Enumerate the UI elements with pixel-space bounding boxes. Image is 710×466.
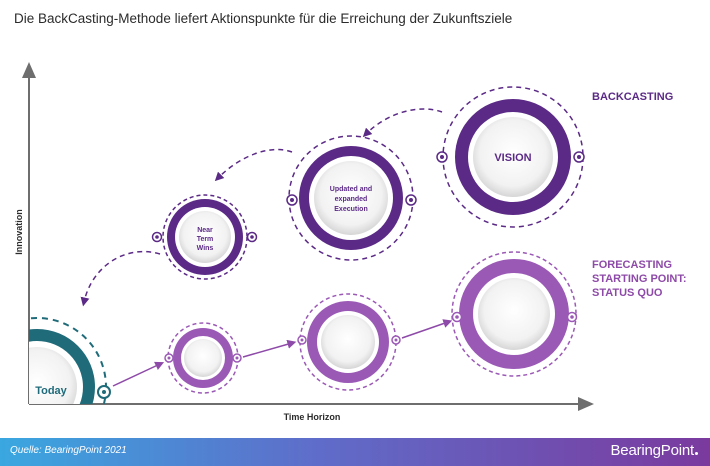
forecast-node-2-left-connector-icon xyxy=(297,335,307,345)
page-title: Die BackCasting-Methode liefert Aktionsp… xyxy=(14,11,513,26)
forecast-node-2-right-connector-icon xyxy=(391,335,401,345)
y-axis-arrow-icon xyxy=(22,62,36,78)
x-axis-arrow-icon xyxy=(578,397,594,411)
near-term-wins-node xyxy=(162,194,248,280)
forecasting-label-line3: STATUS QUO xyxy=(592,287,663,299)
forecast-node-3 xyxy=(451,251,577,377)
near-term-wins-label-line1: Near xyxy=(197,227,213,234)
brand-name: BearingPoint xyxy=(610,442,695,459)
vision-node xyxy=(442,86,584,228)
backcast-arrow-updated-to-near-term xyxy=(214,148,293,182)
source-note: Quelle: BearingPoint 2021 xyxy=(10,445,127,456)
backcasting-label: BACKCASTING xyxy=(592,91,673,103)
today-node xyxy=(29,317,107,404)
updated-execution-label-line3: Execution xyxy=(334,206,367,213)
forecasting-label-line2: STARTING POINT: xyxy=(592,273,687,285)
footer-bar: Quelle: BearingPoint 2021 BearingPoint xyxy=(0,438,710,466)
vision-right-connector-icon xyxy=(573,151,585,163)
brand-logo: BearingPoint xyxy=(610,442,698,459)
near-term-wins-label-line3: Wins xyxy=(197,245,214,252)
backcasting-diagram: Innovation Time Horizon Today xyxy=(14,62,687,422)
forecasting-label-line1: FORECASTING xyxy=(592,259,672,271)
backcast-arrow-near-term-to-today xyxy=(80,250,161,307)
forecast-node-2 xyxy=(299,293,397,391)
forecast-arrow-3 xyxy=(401,319,453,339)
near-term-wins-left-connector-icon xyxy=(151,231,163,243)
y-axis-label: Innovation xyxy=(14,209,24,255)
forecast-arrow-1 xyxy=(112,361,165,387)
backcast-arrow-vision-to-updated xyxy=(362,108,443,138)
x-axis xyxy=(29,397,594,411)
near-term-wins-right-connector-icon xyxy=(246,231,258,243)
x-axis-label: Time Horizon xyxy=(284,412,341,422)
forecast-node-1-right-connector-icon xyxy=(232,353,242,363)
forecast-node-1 xyxy=(167,322,239,394)
forecast-node-3-left-connector-icon xyxy=(451,311,463,323)
updated-execution-label-line2: expanded xyxy=(335,196,368,203)
near-term-wins-label-line2: Term xyxy=(197,236,214,243)
forecast-node-1-left-connector-icon xyxy=(164,353,174,363)
vision-label: VISION xyxy=(494,152,531,164)
vision-left-connector-icon xyxy=(436,151,448,163)
forecast-node-3-right-connector-icon xyxy=(566,311,578,323)
updated-execution-node xyxy=(288,135,414,261)
forecast-arrow-2 xyxy=(242,339,297,358)
brand-dot-icon xyxy=(695,452,698,455)
today-connector-icon xyxy=(97,385,111,399)
updated-execution-label-line1: Updated and xyxy=(330,186,372,193)
today-label: Today xyxy=(35,385,67,397)
updated-execution-left-connector-icon xyxy=(286,194,298,206)
updated-execution-right-connector-icon xyxy=(405,194,417,206)
